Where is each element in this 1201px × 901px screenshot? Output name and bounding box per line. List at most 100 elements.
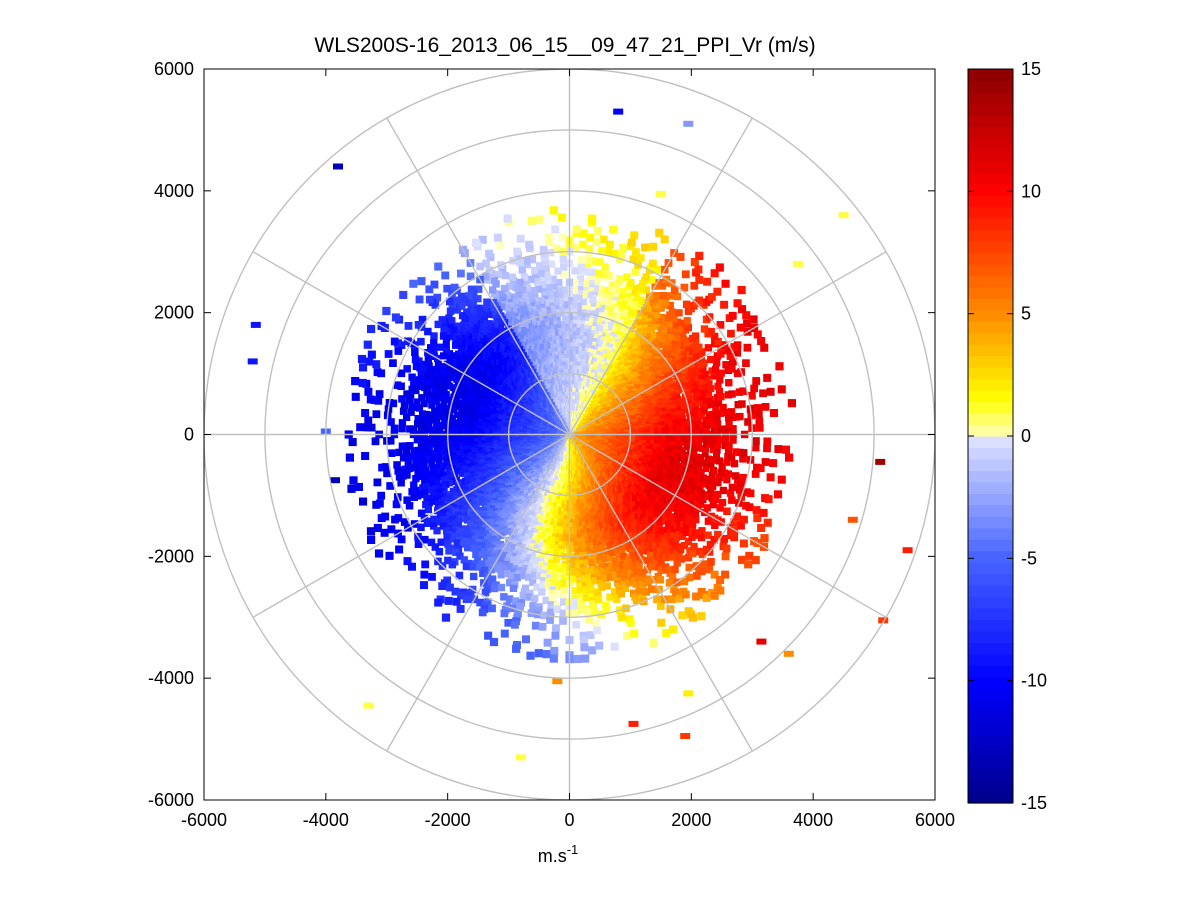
velocity-cell: [752, 377, 761, 385]
velocity-cell: [417, 509, 426, 517]
velocity-cell: [361, 409, 370, 417]
velocity-cell: [433, 382, 441, 390]
velocity-cell: [529, 318, 537, 326]
velocity-cell: [587, 280, 595, 288]
velocity-cell: [424, 327, 432, 336]
velocity-cell: [717, 393, 725, 401]
velocity-cell: [582, 341, 589, 348]
velocity-cell: [700, 325, 709, 333]
velocity-cell: [472, 414, 479, 422]
velocity-cell: [621, 318, 628, 325]
velocity-cell: [529, 303, 537, 310]
velocity-cell: [613, 314, 620, 322]
velocity-cell: [518, 286, 527, 294]
velocity-cell: [604, 336, 612, 343]
velocity-cell: [707, 385, 715, 393]
velocity-cell: [406, 442, 414, 450]
velocity-cell: [437, 422, 444, 429]
velocity-cell: [690, 395, 698, 403]
velocity-cell: [674, 318, 682, 326]
velocity-cell: [701, 381, 709, 389]
velocity-cell: [552, 329, 559, 336]
velocity-cell: [473, 476, 481, 483]
velocity-cell: [545, 314, 553, 322]
velocity-cell: [472, 238, 481, 247]
velocity-cell: [417, 441, 425, 449]
velocity-cell: [394, 347, 403, 355]
velocity-cell: [348, 438, 357, 447]
velocity-cell: [594, 332, 601, 339]
velocity-cell: [452, 439, 459, 446]
velocity-cell: [706, 396, 714, 403]
velocity-cell: [606, 332, 613, 339]
velocity-cell: [728, 390, 736, 398]
velocity-cell: [474, 468, 481, 475]
velocity-cell: [417, 337, 425, 346]
velocity-cell: [439, 482, 446, 490]
velocity-cell: [657, 425, 664, 432]
velocity-cell: [572, 244, 580, 252]
velocity-cell: [522, 333, 530, 341]
velocity-cell: [531, 290, 538, 298]
velocity-cell: [585, 291, 593, 299]
velocity-cell: [562, 320, 569, 328]
velocity-cell: [467, 471, 474, 478]
velocity-cell: [526, 291, 534, 299]
velocity-cell: [448, 443, 456, 451]
velocity-cell: [422, 410, 430, 418]
velocity-cell: [619, 244, 627, 252]
velocity-cell: [485, 249, 493, 258]
velocity-cell: [715, 387, 724, 396]
velocity-cell: [442, 341, 450, 349]
velocity-cell: [700, 402, 707, 410]
velocity-cell: [446, 511, 453, 519]
velocity-cell: [617, 251, 625, 259]
velocity-cell: [439, 522, 447, 530]
velocity-cell: [692, 389, 700, 397]
velocity-cell: [787, 399, 796, 408]
velocity-cell: [580, 298, 587, 306]
velocity-cell: [366, 395, 375, 404]
velocity-cell: [504, 304, 512, 312]
velocity-cell: [590, 315, 598, 323]
velocity-cell: [460, 388, 467, 395]
velocity-cell: [596, 309, 604, 316]
velocity-cell: [659, 291, 667, 300]
velocity-cell: [522, 321, 529, 329]
velocity-cell: [389, 359, 397, 367]
velocity-cell: [554, 321, 562, 328]
velocity-cell: [523, 284, 532, 292]
velocity-cell: [511, 318, 518, 325]
velocity-cell: [649, 242, 658, 251]
velocity-cell: [556, 298, 564, 305]
velocity-cell: [563, 340, 570, 347]
velocity-cell: [448, 474, 455, 481]
velocity-cell: [489, 286, 497, 294]
velocity-cell: [593, 300, 601, 308]
velocity-cell: [419, 456, 427, 464]
velocity-cell: [508, 273, 516, 281]
velocity-cell: [586, 314, 594, 322]
velocity-cell: [663, 414, 671, 421]
velocity-cell: [589, 323, 596, 330]
velocity-cell: [468, 463, 475, 470]
velocity-cell: [600, 310, 608, 318]
velocity-cell: [578, 313, 586, 321]
velocity-cell: [440, 352, 448, 360]
velocity-cell: [703, 426, 710, 434]
velocity-cell: [436, 343, 444, 351]
velocity-cell: [549, 333, 556, 341]
velocity-cell: [434, 412, 441, 420]
velocity-cell: [458, 302, 466, 310]
velocity-cell: [665, 403, 672, 410]
velocity-cell: [732, 413, 740, 421]
velocity-cell: [671, 412, 678, 420]
velocity-cell: [413, 381, 422, 389]
velocity-cell: [574, 305, 582, 313]
velocity-cell: [560, 263, 568, 271]
velocity-cell: [442, 409, 450, 417]
velocity-cell: [399, 454, 408, 462]
velocity-cell: [458, 479, 465, 486]
velocity-cell: [443, 391, 450, 398]
velocity-cell: [593, 320, 601, 327]
